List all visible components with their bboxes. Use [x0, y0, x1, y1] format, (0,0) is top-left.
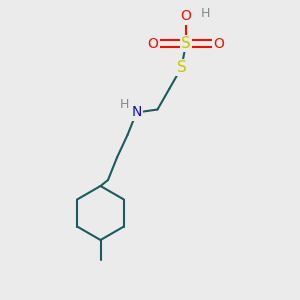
Text: N: N	[131, 106, 142, 119]
Text: S: S	[181, 36, 191, 51]
Text: O: O	[181, 10, 191, 23]
Text: O: O	[148, 37, 158, 50]
Text: O: O	[214, 37, 224, 50]
Text: H: H	[120, 98, 129, 112]
Text: S: S	[177, 60, 186, 75]
Text: H: H	[201, 7, 210, 20]
